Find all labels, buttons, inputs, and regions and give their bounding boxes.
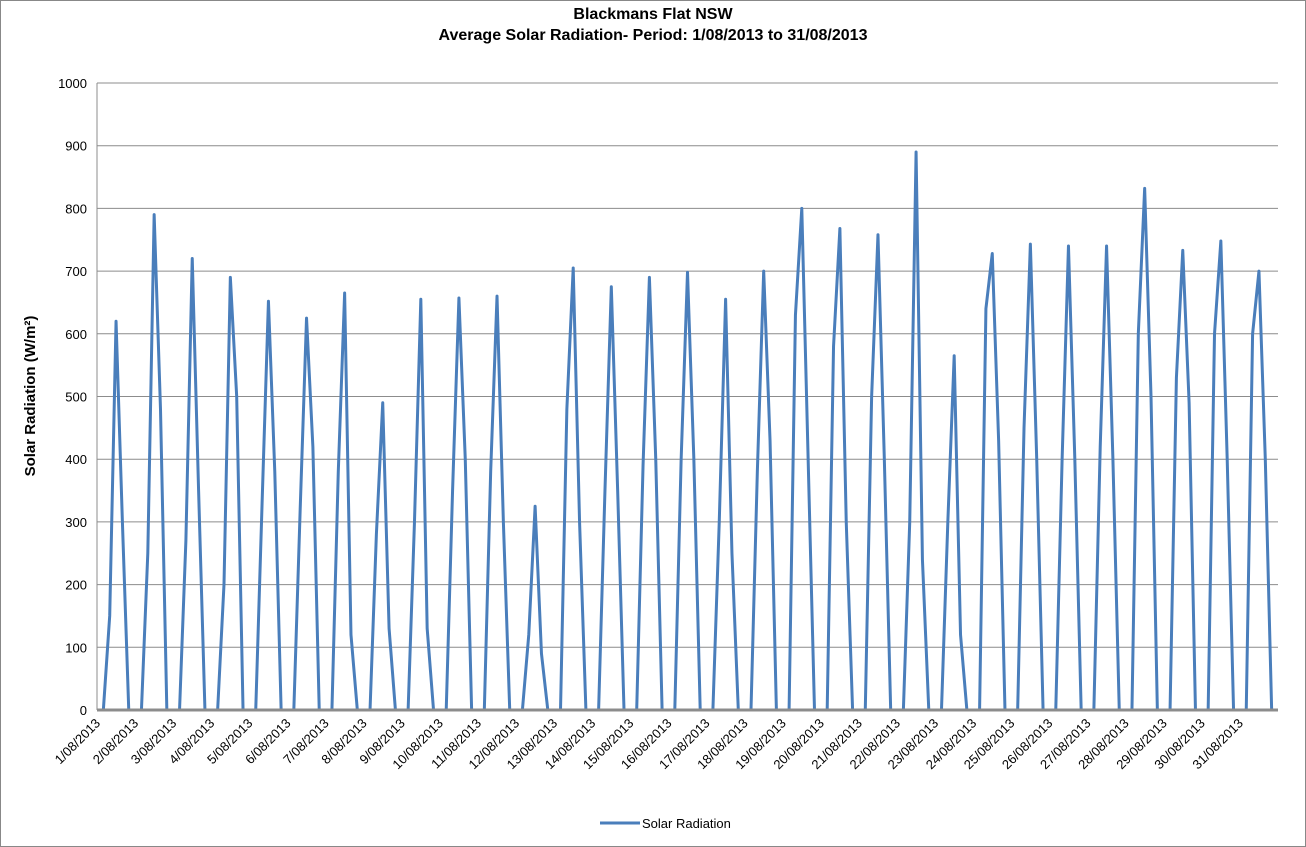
chart-subtitle: Average Solar Radiation- Period: 1/08/20…	[439, 27, 868, 44]
legend-label: Solar Radiation	[642, 816, 731, 831]
y-tick-label: 100	[65, 640, 87, 655]
y-tick-label: 300	[65, 515, 87, 530]
y-tick-label: 400	[65, 452, 87, 467]
y-tick-label: 700	[65, 264, 87, 279]
y-tick-label: 900	[65, 139, 87, 154]
chart-title: Blackmans Flat NSW	[573, 6, 733, 23]
y-tick-label: 500	[65, 390, 87, 405]
y-tick-label: 800	[65, 201, 87, 216]
y-tick-label: 1000	[58, 76, 87, 91]
y-axis-label: Solar Radiation (W/m²)	[22, 316, 39, 477]
y-tick-label: 200	[65, 578, 87, 593]
y-tick-label: 600	[65, 327, 87, 342]
y-tick-label: 0	[80, 703, 87, 718]
